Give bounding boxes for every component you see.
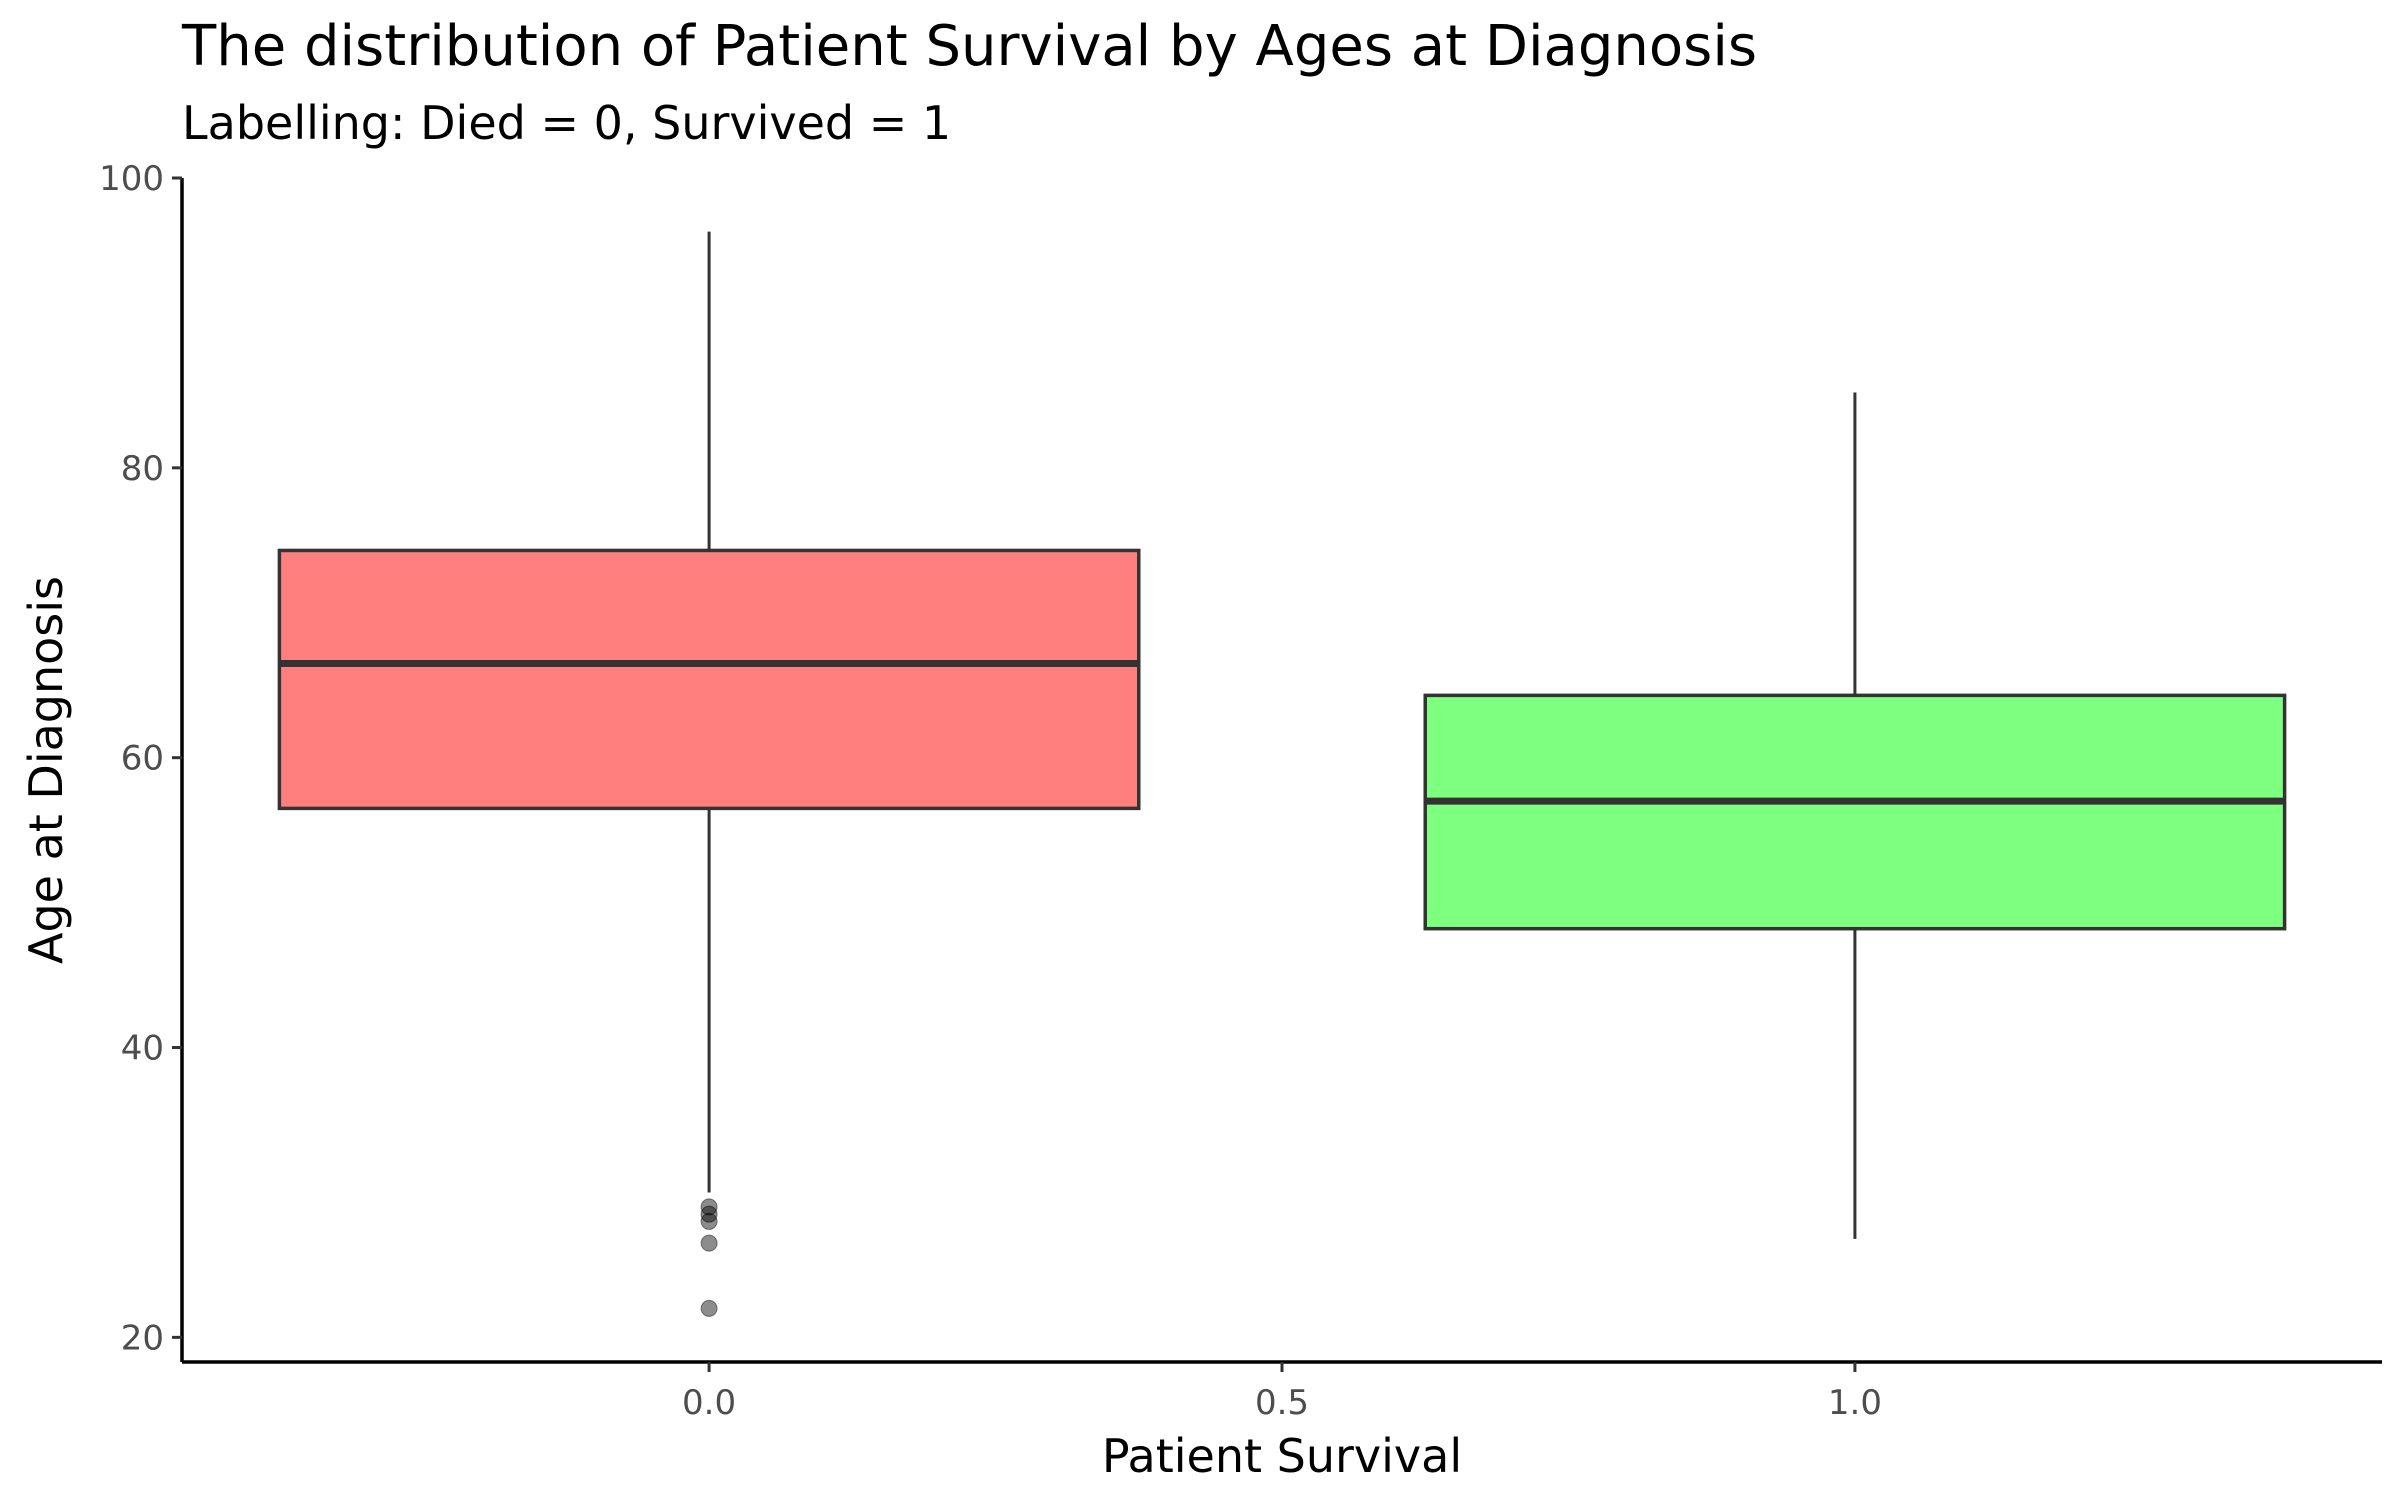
y-axis-title: Age at Diagnosis	[19, 576, 73, 964]
x-axis-title: Patient Survival	[1102, 1429, 1462, 1483]
iqr-box	[277, 548, 1141, 811]
axes-layer: 20 40 60 80 100 0.0 0.5 1.0 Patient Survival Age …	[19, 159, 2382, 1483]
outlier-point	[700, 1299, 718, 1317]
y-tick-label: 20	[121, 1318, 164, 1358]
outlier-point	[700, 1234, 718, 1252]
x-tick-label: 0.0	[682, 1383, 736, 1423]
iqr-box	[1423, 693, 2287, 931]
x-tick-label: 0.5	[1255, 1383, 1309, 1423]
box-group-0	[277, 231, 1141, 1317]
outlier-point	[700, 1212, 718, 1230]
chart-subtitle: Labelling: Died = 0, Survived = 1	[182, 96, 952, 150]
y-tick-label: 100	[99, 159, 164, 199]
outlier-point	[700, 1198, 718, 1216]
y-tick-label: 60	[121, 739, 164, 779]
x-tick-label: 1.0	[1828, 1383, 1882, 1423]
box-group-1	[1423, 392, 2287, 1239]
outlier-point	[700, 1205, 718, 1223]
y-tick-label: 80	[121, 449, 164, 489]
boxes-layer	[277, 231, 2287, 1317]
y-tick-label: 40	[121, 1029, 164, 1069]
chart-title: The distribution of Patient Survival by …	[182, 14, 1758, 79]
